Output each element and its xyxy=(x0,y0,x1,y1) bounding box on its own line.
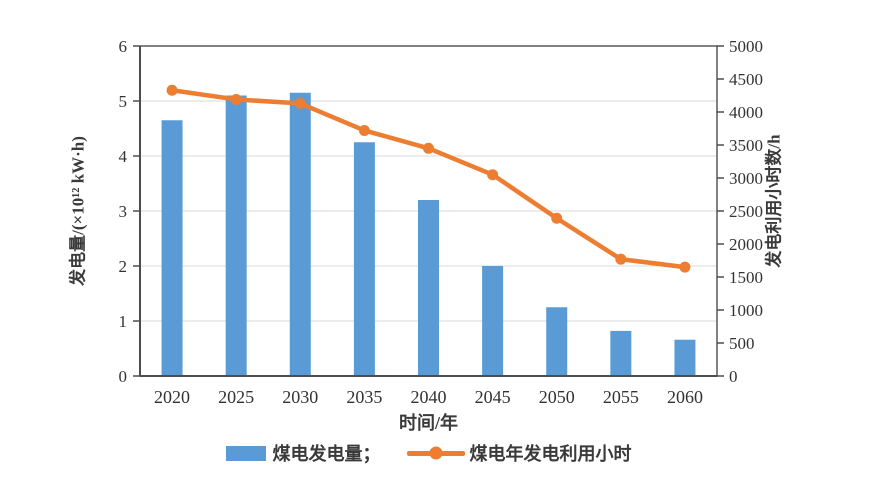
x-tick-label-2060: 2060 xyxy=(667,387,703,407)
line-marker-2040 xyxy=(423,142,434,154)
left-tick-label-1: 1 xyxy=(119,312,128,331)
bar-2030 xyxy=(289,92,311,376)
x-tick-label-2040: 2040 xyxy=(411,387,447,407)
line-marker-2050 xyxy=(551,212,563,224)
bar-2060 xyxy=(674,339,696,376)
line-marker-2045 xyxy=(487,169,499,181)
chart-legend: 煤电发电量； 煤电年发电利用小时 xyxy=(140,440,717,466)
left-tick-label-3: 3 xyxy=(119,202,128,221)
left-tick-label-0: 0 xyxy=(119,367,128,386)
line-marker-2020 xyxy=(166,84,178,96)
x-tick-label-2045: 2045 xyxy=(475,387,511,407)
x-tick-label-2020: 2020 xyxy=(154,387,190,407)
left-tick-label-4: 4 xyxy=(119,147,128,166)
bar-legend-swatch-icon xyxy=(225,445,266,461)
right-axis-title: 发电利用小时数/h xyxy=(764,134,784,268)
right-tick-label-3500: 3500 xyxy=(729,136,763,155)
right-tick-label-1500: 1500 xyxy=(729,268,763,287)
x-tick-label-2035: 2035 xyxy=(346,387,382,407)
line-legend-label: 煤电年发电利用小时 xyxy=(469,444,632,464)
right-tick-label-1000: 1000 xyxy=(729,301,763,320)
line-legend-swatch-icon xyxy=(406,446,465,460)
bar-2055 xyxy=(610,330,632,376)
line-marker-2025 xyxy=(230,93,242,105)
bar-2025 xyxy=(225,95,247,376)
x-tick-label-2030: 2030 xyxy=(282,387,318,407)
bar-2020 xyxy=(161,120,183,376)
right-tick-label-0: 0 xyxy=(729,367,738,386)
right-tick-label-3000: 3000 xyxy=(729,169,763,188)
bar-2050 xyxy=(546,307,568,376)
x-tick-label-2050: 2050 xyxy=(539,387,575,407)
left-tick-label-5: 5 xyxy=(119,92,128,111)
bar-2040 xyxy=(418,200,439,376)
x-tick-label-2055: 2055 xyxy=(603,387,639,407)
left-axis-title: 发电量/(×10¹² kW·h) xyxy=(68,136,88,286)
line-marker-2060 xyxy=(679,261,691,273)
right-tick-label-2000: 2000 xyxy=(729,235,763,254)
line-legend-marker-icon xyxy=(429,446,442,460)
left-tick-label-6: 6 xyxy=(119,37,128,56)
bar-legend-label: 煤电发电量； xyxy=(272,444,381,464)
right-tick-label-4500: 4500 xyxy=(729,70,763,89)
right-tick-label-5000: 5000 xyxy=(729,37,763,56)
line-marker-2055 xyxy=(615,253,627,265)
left-tick-label-2: 2 xyxy=(119,257,128,276)
line-marker-2035 xyxy=(358,124,370,136)
x-axis-title: 时间/年 xyxy=(398,413,458,433)
x-tick-label-2025: 2025 xyxy=(218,387,254,407)
right-tick-label-500: 500 xyxy=(729,334,755,353)
right-tick-label-4000: 4000 xyxy=(729,103,763,122)
bar-2045 xyxy=(482,266,504,376)
bar-2035 xyxy=(353,142,375,376)
right-tick-label-2500: 2500 xyxy=(729,202,763,221)
line-marker-2030 xyxy=(294,97,306,109)
